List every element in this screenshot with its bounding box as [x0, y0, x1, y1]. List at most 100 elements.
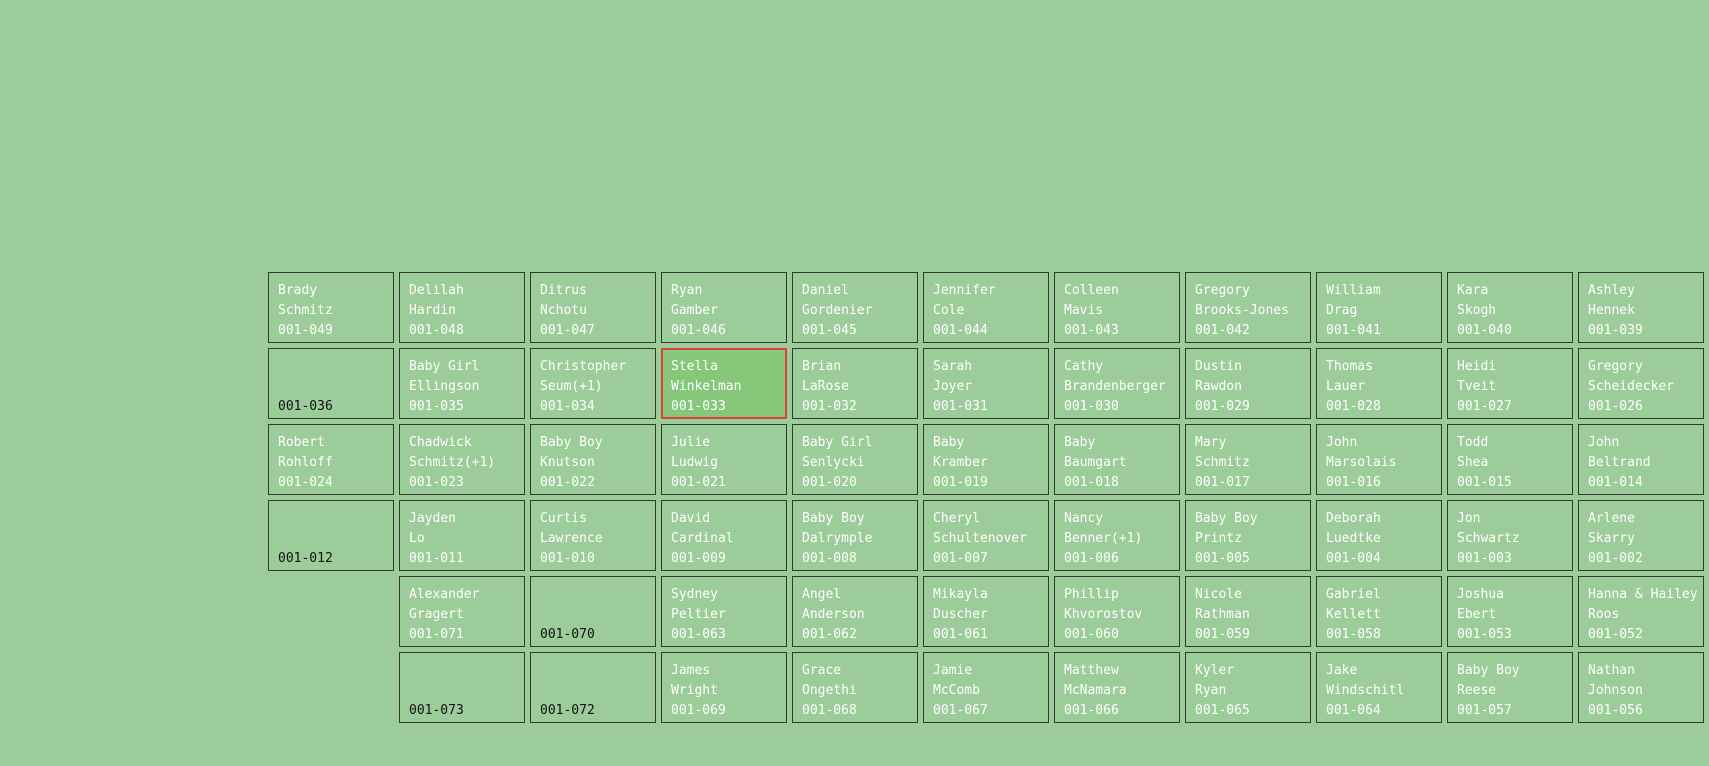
seat-cell[interactable]: Jamie McComb 001-067 — [923, 652, 1049, 723]
seat-cell[interactable]: Baby Boy Reese 001-057 — [1447, 652, 1573, 723]
seat-cell[interactable]: Mikayla Duscher 001-061 — [923, 576, 1049, 647]
seat-cell[interactable]: Matthew McNamara 001-066 — [1054, 652, 1180, 723]
seat-cell[interactable]: Nancy Benner(+1) 001-006 — [1054, 500, 1180, 571]
seat-cell[interactable]: Baby Boy Dalrymple 001-008 — [792, 500, 918, 571]
seat-cell-empty[interactable]: 001-012 — [268, 500, 394, 571]
seat-last-name: Skarry — [1588, 531, 1635, 546]
seat-cell[interactable]: Nathan Johnson 001-056 — [1578, 652, 1704, 723]
seat-cell[interactable]: Daniel Gordenier 001-045 — [792, 272, 918, 343]
seat-cell[interactable]: Phillip Khvorostov 001-060 — [1054, 576, 1180, 647]
seat-cell[interactable]: Colleen Mavis 001-043 — [1054, 272, 1180, 343]
seat-cell[interactable]: Deborah Luedtke 001-004 — [1316, 500, 1442, 571]
seat-cell[interactable]: Sydney Peltier 001-063 — [661, 576, 787, 647]
seat-cell[interactable]: Dustin Rawdon 001-029 — [1185, 348, 1311, 419]
seat-last-name: Ellingson — [409, 379, 480, 394]
seat-cell[interactable]: Kyler Ryan 001-065 — [1185, 652, 1311, 723]
seat-first-name: Christopher — [540, 359, 627, 374]
seat-first-name — [409, 661, 524, 681]
seat-cell[interactable]: Cheryl Schultenover 001-007 — [923, 500, 1049, 571]
seat-cell[interactable]: Brady Schmitz 001-049 — [268, 272, 394, 343]
seat-id: 001-053 — [1457, 627, 1512, 642]
seat-cell[interactable]: Baby Baumgart 001-018 — [1054, 424, 1180, 495]
seat-cell[interactable]: Ashley Hennek 001-039 — [1578, 272, 1704, 343]
seat-last-name: Lauer — [1326, 379, 1366, 394]
seat-id: 001-017 — [1195, 475, 1250, 490]
seat-first-name: Nathan — [1588, 663, 1635, 678]
seat-cell[interactable]: Delilah Hardin 001-048 — [399, 272, 525, 343]
seat-cell[interactable]: Jon Schwartz 001-003 — [1447, 500, 1573, 571]
seat-cell[interactable]: Joshua Ebert 001-053 — [1447, 576, 1573, 647]
seat-id: 001-073 — [409, 703, 464, 718]
seat-first-name: Baby Boy — [1457, 663, 1520, 678]
seat-cell[interactable]: Jennifer Cole 001-044 — [923, 272, 1049, 343]
seat-cell[interactable]: Baby Girl Ellingson 001-035 — [399, 348, 525, 419]
seat-cell-empty[interactable]: 001-072 — [530, 652, 656, 723]
seat-cell[interactable]: Christopher Seum(+1) 001-034 — [530, 348, 656, 419]
seat-cell[interactable]: Ditrus Nchotu 001-047 — [530, 272, 656, 343]
seat-first-name — [278, 509, 393, 529]
seat-cell[interactable]: Alexander Gragert 001-071 — [399, 576, 525, 647]
seat-cell[interactable]: Todd Shea 001-015 — [1447, 424, 1573, 495]
seat-cell[interactable]: Curtis Lawrence 001-010 — [530, 500, 656, 571]
seat-last-name — [278, 377, 393, 397]
seat-first-name: Alexander — [409, 587, 480, 602]
seat-cell[interactable]: John Marsolais 001-016 — [1316, 424, 1442, 495]
seat-last-name — [540, 681, 655, 701]
seat-cell[interactable]: Kara Skogh 001-040 — [1447, 272, 1573, 343]
seat-id: 001-029 — [1195, 399, 1250, 414]
seat-cell[interactable]: Cathy Brandenberger 001-030 — [1054, 348, 1180, 419]
seat-last-name: Kellett — [1326, 607, 1381, 622]
seat-cell[interactable]: Baby Girl Senlycki 001-020 — [792, 424, 918, 495]
seat-cell[interactable]: Mary Schmitz 001-017 — [1185, 424, 1311, 495]
seat-id: 001-071 — [409, 627, 464, 642]
seat-cell[interactable]: Arlene Skarry 001-002 — [1578, 500, 1704, 571]
seat-cell[interactable]: Sarah Joyer 001-031 — [923, 348, 1049, 419]
seat-first-name — [278, 357, 393, 377]
seat-last-name: Brandenberger — [1064, 379, 1166, 394]
seat-first-name: Hanna & Hailey — [1588, 587, 1698, 602]
seat-first-name: Daniel — [802, 283, 849, 298]
seat-last-name: Reese — [1457, 683, 1497, 698]
seat-cell[interactable]: William Drag 001-041 — [1316, 272, 1442, 343]
seat-last-name: Tveit — [1457, 379, 1497, 394]
seat-cell[interactable]: Jake Windschitl 001-064 — [1316, 652, 1442, 723]
seat-cell[interactable]: Gregory Scheidecker 001-026 — [1578, 348, 1704, 419]
seat-cell[interactable]: Gabriel Kellett 001-058 — [1316, 576, 1442, 647]
seat-cell[interactable]: Nicole Rathman 001-059 — [1185, 576, 1311, 647]
seat-first-name: Baby — [933, 435, 965, 450]
seat-first-name: Curtis — [540, 511, 587, 526]
seat-last-name: Winkelman — [671, 379, 742, 394]
seat-cell[interactable]: Julie Ludwig 001-021 — [661, 424, 787, 495]
seat-cell-selected[interactable]: Stella Winkelman 001-033 — [661, 348, 787, 419]
seat-cell[interactable]: Robert Rohloff 001-024 — [268, 424, 394, 495]
seat-cell[interactable]: Baby Boy Printz 001-005 — [1185, 500, 1311, 571]
seat-cell[interactable]: Thomas Lauer 001-028 — [1316, 348, 1442, 419]
seat-first-name: Gregory — [1588, 359, 1643, 374]
seat-cell[interactable]: Jayden Lo 001-011 — [399, 500, 525, 571]
seat-last-name — [409, 681, 524, 701]
seat-id: 001-063 — [671, 627, 726, 642]
seat-cell[interactable]: Hanna & Hailey Roos 001-052 — [1578, 576, 1704, 647]
seat-last-name: Dalrymple — [802, 531, 873, 546]
seat-id: 001-069 — [671, 703, 726, 718]
seat-cell[interactable]: Heidi Tveit 001-027 — [1447, 348, 1573, 419]
seat-cell[interactable]: Chadwick Schmitz(+1) 001-023 — [399, 424, 525, 495]
seat-last-name: Ebert — [1457, 607, 1497, 622]
seat-cell[interactable]: David Cardinal 001-009 — [661, 500, 787, 571]
seat-cell-empty[interactable]: 001-070 — [530, 576, 656, 647]
seat-cell[interactable]: Grace Ongethi 001-068 — [792, 652, 918, 723]
seat-cell[interactable]: James Wright 001-069 — [661, 652, 787, 723]
seat-first-name: Robert — [278, 435, 325, 450]
seat-cell[interactable]: Baby Boy Knutson 001-022 — [530, 424, 656, 495]
seat-cell-empty[interactable]: 001-036 — [268, 348, 394, 419]
seat-cell[interactable]: Brian LaRose 001-032 — [792, 348, 918, 419]
seat-cell[interactable]: John Beltrand 001-014 — [1578, 424, 1704, 495]
seat-cell-empty[interactable]: 001-073 — [399, 652, 525, 723]
seat-last-name: Anderson — [802, 607, 865, 622]
seat-last-name: Cardinal — [671, 531, 734, 546]
seat-last-name: Beltrand — [1588, 455, 1651, 470]
seat-cell[interactable]: Baby Kramber 001-019 — [923, 424, 1049, 495]
seat-cell[interactable]: Ryan Gamber 001-046 — [661, 272, 787, 343]
seat-cell[interactable]: Gregory Brooks-Jones 001-042 — [1185, 272, 1311, 343]
seat-cell[interactable]: Angel Anderson 001-062 — [792, 576, 918, 647]
